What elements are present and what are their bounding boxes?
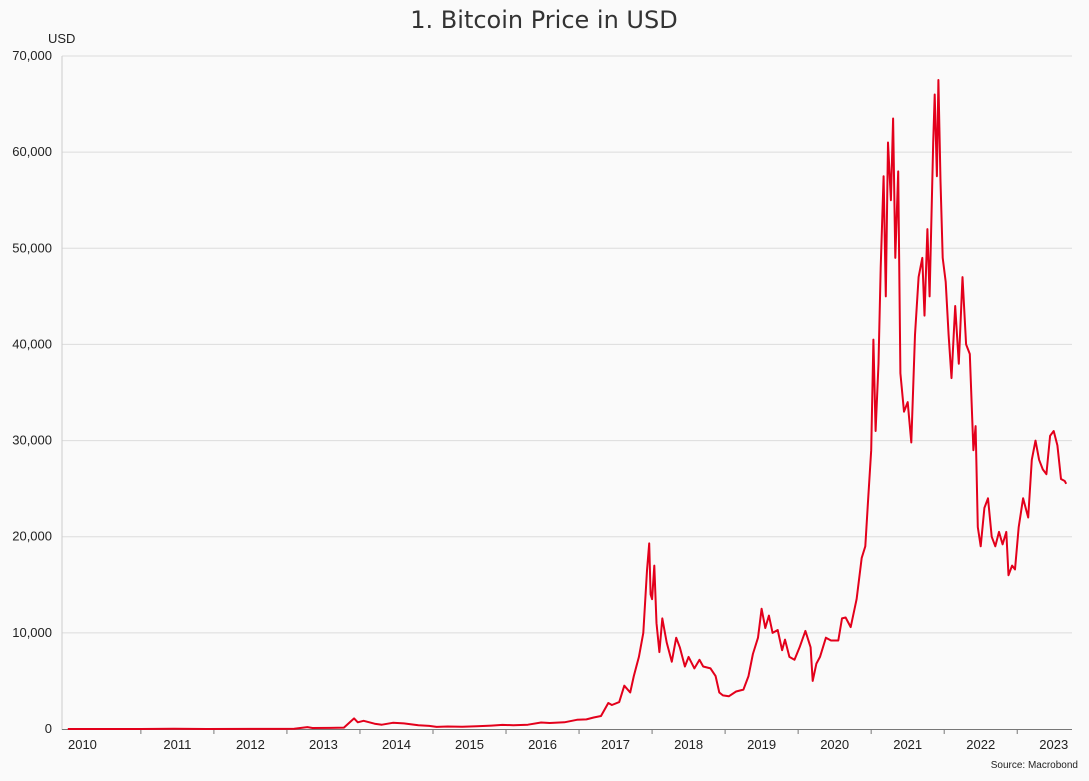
source-note: Source: Macrobond — [991, 760, 1078, 771]
y-tick-label: 50,000 — [12, 240, 52, 255]
x-tick-label: 2019 — [747, 737, 776, 752]
y-tick-label: 40,000 — [12, 336, 52, 351]
y-tick-label: 60,000 — [12, 144, 52, 159]
y-axis-unit-label: USD — [48, 31, 75, 46]
y-tick-label: 0 — [45, 721, 52, 736]
x-tick-label: 2020 — [820, 737, 849, 752]
gridlines — [62, 55, 1072, 634]
x-tick-label: 2022 — [966, 737, 995, 752]
x-tick-label: 2010 — [68, 737, 97, 752]
y-tick-label: 10,000 — [12, 625, 52, 640]
bitcoin-price-line — [67, 79, 1068, 730]
y-tick-label: 20,000 — [12, 529, 52, 544]
x-tick-label: 2012 — [236, 737, 265, 752]
y-tick-label: 30,000 — [12, 433, 52, 448]
x-tick-label: 2021 — [893, 737, 922, 752]
x-tick-label: 2017 — [601, 737, 630, 752]
x-tick-labels: 2010 2011 2012 2013 2014 2015 2016 2017 2018 2019… — [68, 729, 1068, 752]
x-tick-label: 2016 — [528, 737, 557, 752]
x-tick-label: 2018 — [674, 737, 703, 752]
x-tick-label: 2015 — [455, 737, 484, 752]
y-tick-labels: 0 10,000 20,000 30,000 40,000 50,000 60,000 70,… — [12, 48, 52, 736]
chart-title: 1. Bitcoin Price in USD — [410, 6, 677, 34]
x-tick-label: 2023 — [1039, 737, 1068, 752]
x-tick-label: 2014 — [382, 737, 411, 752]
x-tick-label: 2011 — [163, 737, 191, 752]
y-tick-label: 70,000 — [12, 48, 52, 63]
x-tick-label: 2013 — [309, 737, 338, 752]
